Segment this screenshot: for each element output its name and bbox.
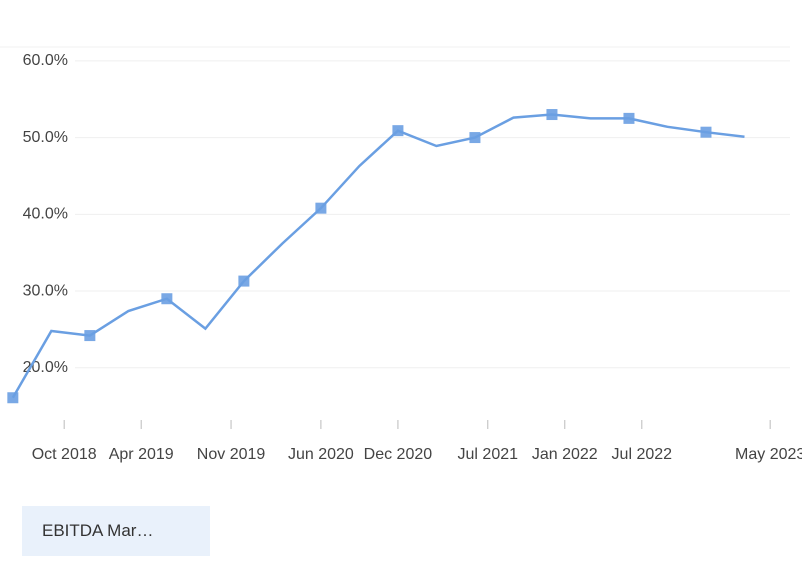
x-tick-label: Jul 2022 — [612, 446, 673, 463]
x-tick-label: Jan 2022 — [532, 446, 598, 463]
point-marker — [7, 392, 19, 404]
point-marker — [700, 126, 712, 138]
x-tick-label: Nov 2019 — [197, 446, 266, 463]
series-line — [11, 113, 745, 399]
y-tick-label: 60.0% — [23, 52, 68, 69]
point-marker — [546, 109, 558, 121]
point-marker — [315, 202, 327, 214]
point-marker — [623, 112, 635, 124]
point-marker — [469, 132, 481, 144]
x-tick-label: Oct 2018 — [32, 446, 97, 463]
x-tick-label: May 2023 — [735, 446, 802, 463]
y-tick-label: 50.0% — [23, 129, 68, 146]
x-tick-label: Jun 2020 — [288, 446, 354, 463]
x-tick-label: Apr 2019 — [109, 446, 174, 463]
x-tick-label: Jul 2021 — [458, 446, 519, 463]
point-marker — [238, 275, 250, 287]
x-tick-label: Dec 2020 — [364, 446, 433, 463]
y-tick-label: 40.0% — [23, 206, 68, 223]
point-marker — [161, 293, 173, 305]
point-marker — [392, 125, 404, 137]
point-marker — [84, 330, 96, 342]
y-tick-label: 30.0% — [23, 282, 68, 299]
legend-button[interactable]: EBITDA Mar… — [22, 506, 210, 556]
chart: 20.0%30.0%40.0%50.0%60.0%Oct 2018 Apr 201… — [0, 46, 802, 463]
